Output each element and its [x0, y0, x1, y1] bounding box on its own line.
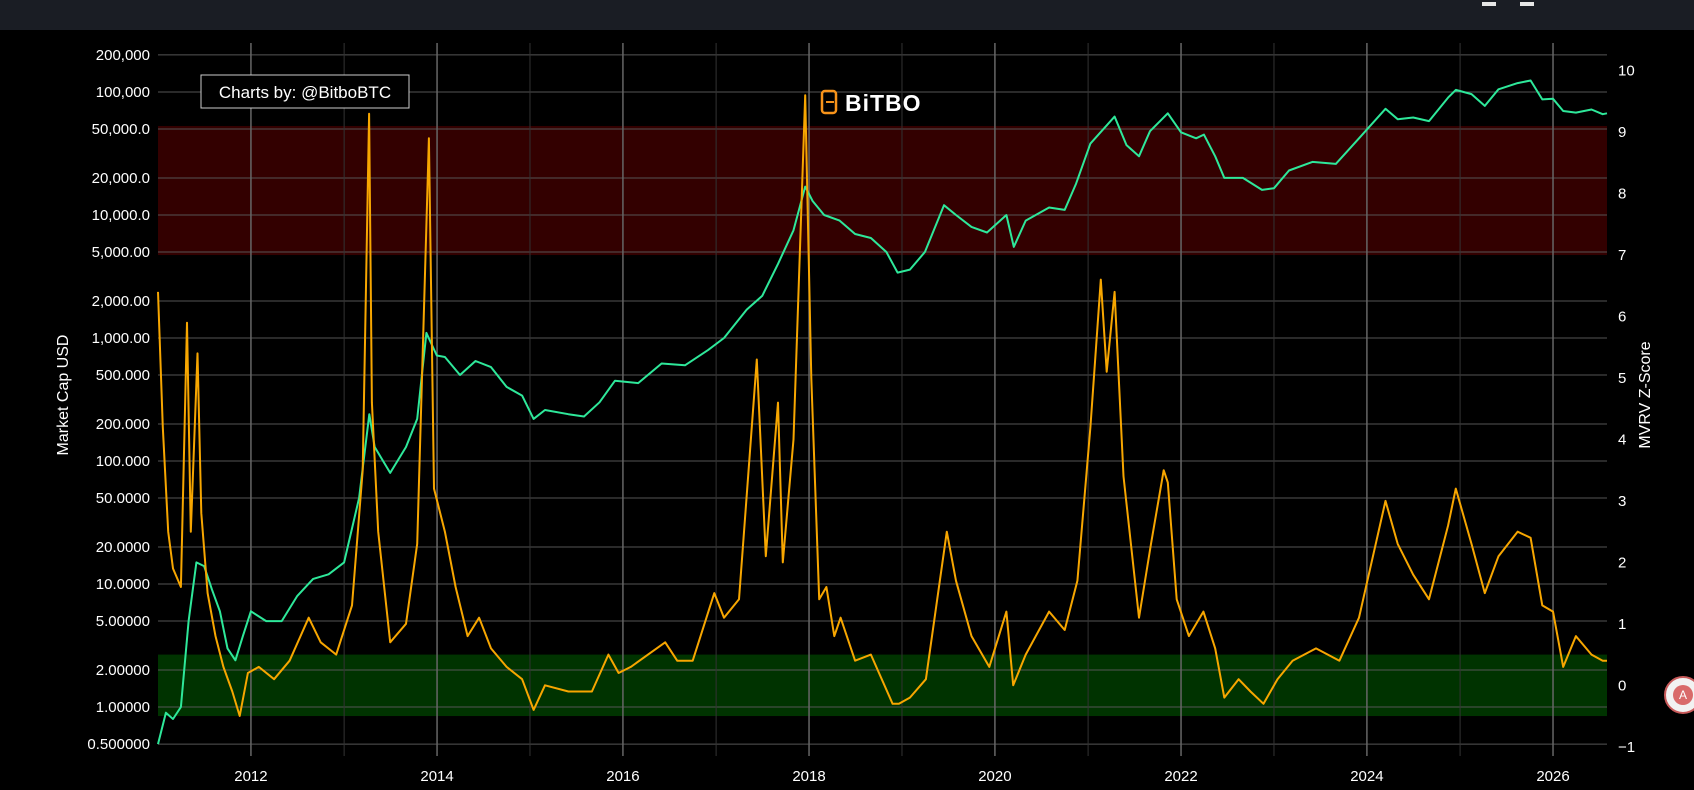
y2-tick-label: 6 — [1618, 309, 1626, 326]
bitbo-logo: BiTBO — [820, 89, 922, 116]
y2-axis-title: MVRV Z-Score — [1637, 341, 1654, 448]
y2-tick-label: 4 — [1618, 431, 1626, 448]
y-tick-label: 0.500000 — [87, 736, 150, 753]
axes: 200,000 100,000 50,000.0 20,000.0 10,000.0 5,… — [87, 47, 1635, 785]
y2-tick-label: 5 — [1618, 370, 1626, 387]
undervalued-band — [158, 654, 1607, 717]
y-tick-label: 1,000.00 — [92, 330, 150, 347]
y2-tick-label: 3 — [1618, 493, 1626, 510]
y-tick-label: 5,000.00 — [92, 244, 150, 261]
y-tick-label: 50,000.0 — [92, 121, 150, 138]
y-tick-label: 500.000 — [96, 367, 150, 384]
market-cap-line — [157, 79, 1608, 745]
y-tick-label: 50.0000 — [96, 490, 150, 507]
y-tick-label: 2.00000 — [96, 662, 150, 679]
overvalued-band — [158, 125, 1607, 256]
y2-tick-label: 9 — [1618, 124, 1626, 141]
x-tick-label: 2018 — [792, 768, 825, 785]
y-tick-label: 200,000 — [96, 47, 150, 64]
x-tick-label: 2022 — [1164, 768, 1197, 785]
y-tick-label: 20.0000 — [96, 539, 150, 556]
y-tick-label: 1.00000 — [96, 699, 150, 716]
translate-icon: A — [1673, 685, 1693, 705]
mvrv-chart[interactable]: 200,000 100,000 50,000.0 20,000.0 10,000.0 5,… — [0, 30, 1694, 785]
x-tick-label: 2014 — [420, 768, 453, 785]
y-tick-label: 10.0000 — [96, 576, 150, 593]
y-axis-title: Market Cap USD — [55, 335, 72, 456]
zone-bands — [158, 125, 1607, 717]
y-tick-label: 20,000.0 — [92, 170, 150, 187]
x-tick-label: 2026 — [1536, 768, 1569, 785]
y2-tick-label: 0 — [1618, 677, 1626, 694]
y2-tick-label: 8 — [1618, 186, 1626, 203]
y-tick-label: 5.00000 — [96, 613, 150, 630]
watermark-text: Charts by: @BitboBTC — [219, 83, 391, 102]
bitbo-logo-icon — [820, 89, 838, 115]
y-tick-label: 10,000.0 — [92, 207, 150, 224]
y-tick-label: 100,000 — [96, 84, 150, 101]
y2-tick-label: 2 — [1618, 554, 1626, 571]
y-tick-label: 2,000.00 — [92, 293, 150, 310]
watermark-box: Charts by: @BitboBTC — [200, 74, 410, 109]
y2-tick-label: 1 — [1618, 616, 1626, 633]
y2-tick-label: 7 — [1618, 247, 1626, 264]
y2-tick-label: −1 — [1618, 739, 1635, 756]
top-toolbar — [0, 0, 1694, 30]
chart-series — [157, 79, 1608, 745]
grid-lines — [158, 43, 1607, 756]
y2-tick-label: 10 — [1618, 63, 1635, 80]
chart-area: 200,000 100,000 50,000.0 20,000.0 10,000.0 5,… — [0, 30, 1694, 785]
mvrv-zscore-line — [157, 94, 1607, 717]
x-tick-label: 2012 — [234, 768, 267, 785]
bitbo-logo-text: BiTBO — [845, 90, 922, 116]
menu-icon[interactable] — [1520, 2, 1534, 6]
x-tick-label: 2024 — [1350, 768, 1383, 785]
translate-button[interactable]: A — [1664, 676, 1694, 714]
minimize-icon[interactable] — [1482, 2, 1496, 6]
x-tick-label: 2020 — [978, 768, 1011, 785]
y-tick-label: 100.000 — [96, 453, 150, 470]
y-tick-label: 200.000 — [96, 416, 150, 433]
x-tick-label: 2016 — [606, 768, 639, 785]
